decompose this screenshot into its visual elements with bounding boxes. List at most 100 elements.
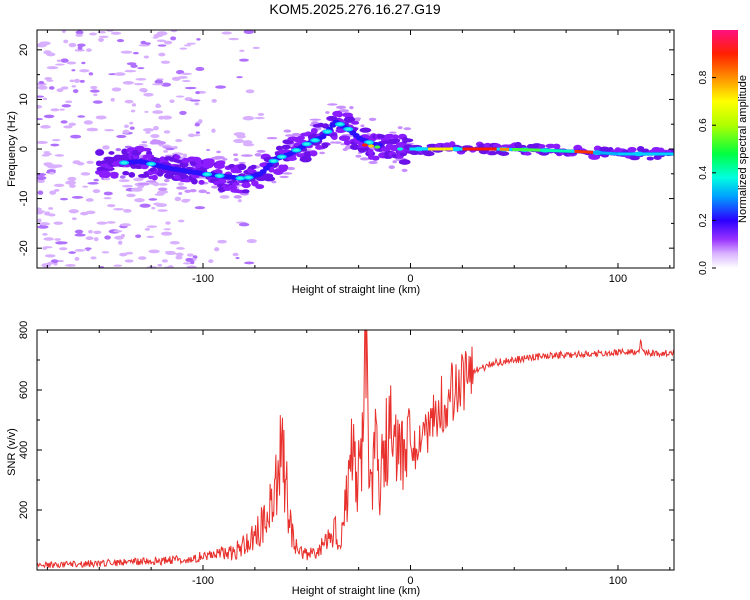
spectrogram-cell [214,247,220,252]
spectrogram-cell [232,252,239,257]
snr-ylabel: SNR (v/v) [6,428,18,476]
spectrogram-cell [599,151,603,155]
spectrogram-cell [456,147,460,151]
spectrogram-cell [120,234,126,238]
spectrogram-cell [151,174,158,181]
spectrogram-cell [151,206,156,210]
spectrogram-cell [367,148,374,155]
spectrogram-cell [44,254,56,258]
spectrogram-cell [670,152,674,156]
spectrogram-cell [37,85,48,90]
spectrogram-cell [349,144,361,151]
spectrogram-cell [216,150,221,154]
spectrogram-cell [642,152,647,156]
spectrogram-cell [175,252,184,257]
spectrogram-cell [596,151,600,155]
spectrogram-cell [538,144,546,149]
spectrogram-cell [621,152,625,156]
spectrogram-cell [397,126,403,130]
spectrogram-cell [490,147,494,151]
spectrogram-cell [446,147,451,151]
spectrogram-cell [282,172,293,175]
spectrogram-cell [664,152,669,156]
spectrogram-cell [189,99,201,102]
spectrogram-cell [37,218,42,223]
spectrogram-cell [151,83,164,86]
spectrogram-cell [97,31,106,34]
spectrogram-cell [148,249,160,254]
spectrogram-cell [85,247,92,250]
spectrogram-cell [392,160,398,164]
spectrogram-cell [368,144,375,148]
spectrogram-cell [558,149,563,153]
spectrogram-cell [293,149,300,152]
spectrogram-cell [163,228,171,231]
colorbar-tick-label: 0.4 [698,165,709,179]
y-tick-label: 200 [18,501,30,519]
spectrogram-cell [527,148,532,152]
spectrogram-cell [194,102,200,106]
spectrogram-cell [176,186,188,190]
spectrogram-cell [187,133,196,138]
spectrogram-cell [239,49,245,52]
spectrogram-cell [145,180,157,183]
spectrogram-ylabel: Frequency (Hz) [6,111,18,187]
spectrogram-cell [137,182,150,186]
spectrogram-cell [172,145,178,150]
spectrogram-cell [183,262,192,265]
spectrogram-cell [237,177,244,180]
spectrogram-cell [499,147,504,151]
spectrogram-cell [608,151,613,155]
spectrogram-cell [145,131,151,134]
spectrogram-cell [233,138,244,144]
spectrogram-cell [237,163,247,171]
spectrogram-cell [649,152,653,156]
spectrogram-cell [327,103,338,106]
snr-ticks: -100 0 100 200 400 600 800 [18,321,674,587]
spectrogram-cell [119,175,126,179]
spectrogram-cell [160,231,173,236]
spectrogram-cell [189,188,197,193]
spectrogram-cell [43,237,54,241]
spectrogram-cell [671,148,674,153]
spectrogram-cell [116,39,125,43]
spectrogram-cell [95,149,105,156]
spectrogram-cell [50,143,60,147]
spectrogram-cell [523,151,532,156]
spectrogram-cell [154,79,164,84]
colorbar-label: Normalized spectral amplitude [737,75,749,223]
spectrogram-cell [588,154,600,160]
spectrogram-cell [69,79,75,83]
spectrogram-cell [471,147,476,151]
spectrogram-cell [636,152,641,156]
spectrogram-cell [126,193,136,198]
snr-series-line [37,330,674,569]
spectrogram-cell [89,89,100,93]
spectrogram-cell [376,134,386,139]
spectrogram-cell [521,148,526,152]
spectrogram-cell [59,108,65,111]
spectrogram-cell [652,152,656,156]
spectrogram-cell [104,129,115,132]
spectrogram-cell [462,147,466,151]
spectrogram-cell [98,37,104,42]
spectrogram-cell [169,241,180,245]
spectrogram-cell [233,195,242,199]
spectrogram-cell [101,251,110,254]
colorbar-tick-label: 0.6 [698,118,709,132]
colorbar: 0.0 0.2 0.4 0.6 0.8 Normalized spectral ampl… [698,30,749,275]
spectrogram-cell [126,62,137,66]
spectrogram-cell [343,139,351,146]
spectrogram-cell [630,152,634,156]
spectrogram-cell [139,88,148,93]
spectrogram-cell [129,121,134,125]
spectrogram-cell [77,43,86,47]
spectrogram-cell [116,134,127,139]
spectrogram-cell [150,140,156,144]
spectrogram-cell [131,103,137,107]
spectrogram-cell [245,89,255,94]
spectrogram-cell [178,192,183,195]
spectrogram-cell [163,130,171,134]
spectrogram-cell [233,132,246,137]
